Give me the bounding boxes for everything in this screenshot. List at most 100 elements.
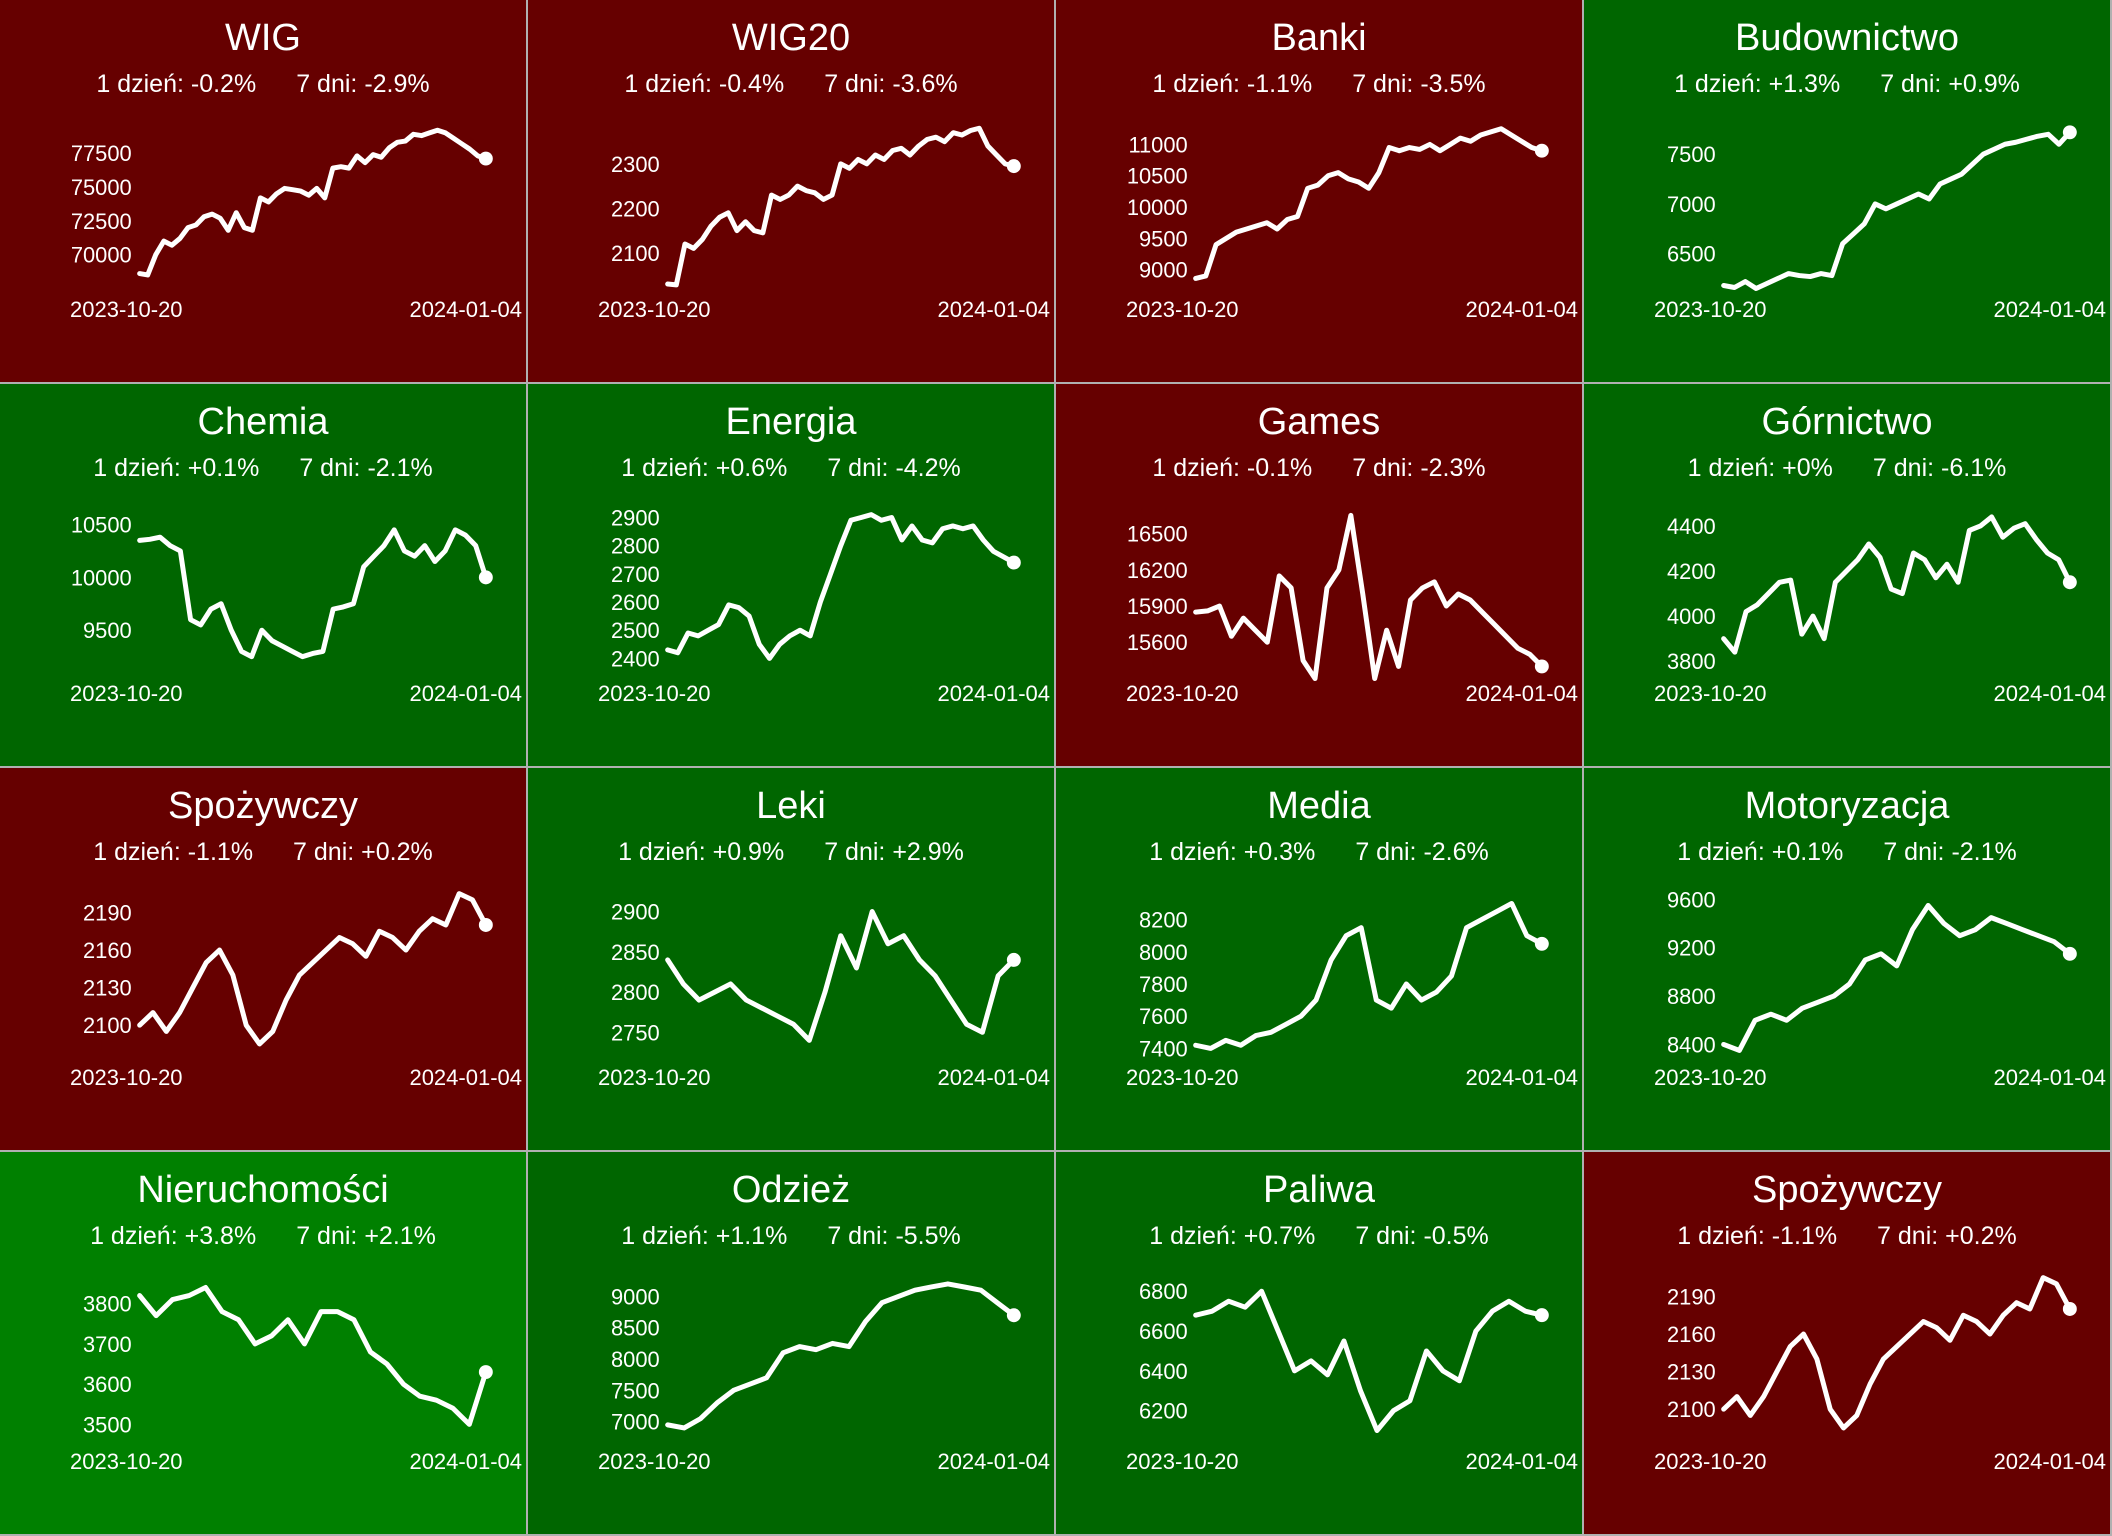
data-point xyxy=(1442,1370,1444,1372)
data-point xyxy=(221,1311,223,1313)
week-change-value: -2.1% xyxy=(1951,838,2017,866)
data-point xyxy=(445,924,447,926)
day-change-label: 1 dzień: xyxy=(1674,70,1762,98)
chart-panel: 3500 3600 3700 3800 Nieruchomości 1 dzień: +3… xyxy=(0,1152,528,1536)
data-point xyxy=(831,194,833,196)
week-change-value: -0.5% xyxy=(1423,1222,1489,1250)
data-point xyxy=(761,1007,763,1009)
data-point xyxy=(1256,225,1258,227)
chart-panel: 2750 2800 2850 2900 Leki 1 dzień: +0.9% 7 dni:… xyxy=(528,768,1056,1152)
data-point xyxy=(312,652,314,654)
data-point xyxy=(687,632,689,634)
data-point xyxy=(1195,277,1197,279)
data-point xyxy=(972,525,974,527)
data-point xyxy=(392,937,394,939)
data-point xyxy=(1240,1044,1242,1046)
data-point xyxy=(419,1395,421,1397)
x-start-label: 2023-10-20 xyxy=(70,1449,183,1474)
data-point xyxy=(738,607,740,609)
data-point xyxy=(799,629,801,631)
data-point xyxy=(1315,999,1317,1001)
data-point xyxy=(1398,150,1400,152)
data-point xyxy=(259,197,261,199)
x-start-label: 2023-10-20 xyxy=(1654,1449,1767,1474)
data-point xyxy=(1754,1019,1756,1021)
data-point xyxy=(799,1346,801,1348)
y-tick-label: 4400 xyxy=(1667,514,1716,539)
data-point xyxy=(1989,1333,1991,1335)
data-point xyxy=(219,217,221,219)
data-point xyxy=(1816,1358,1818,1360)
y-tick-label: 16200 xyxy=(1127,558,1188,583)
week-change-label: 7 dni: xyxy=(1352,454,1414,482)
data-point xyxy=(819,601,821,603)
data-point xyxy=(1195,1044,1197,1046)
x-end-label: 2024-01-04 xyxy=(937,1065,1050,1090)
change-stats: 1 dzień: -0.2% 7 dni: -2.9% xyxy=(0,68,526,100)
data-point xyxy=(445,132,447,134)
last-point xyxy=(2062,1302,2077,1316)
data-point xyxy=(996,1302,998,1304)
data-point xyxy=(766,1377,768,1379)
data-point xyxy=(1511,902,1513,904)
data-point xyxy=(1277,1330,1279,1332)
data-point xyxy=(332,608,334,610)
change-stats: 1 dzień: +0% 7 dni: -6.1% xyxy=(1584,452,2110,484)
data-point xyxy=(452,1407,454,1409)
data-point xyxy=(219,949,221,951)
data-point xyxy=(874,154,876,156)
x-start-label: 2023-10-20 xyxy=(1126,1065,1239,1090)
day-change-value: -1.1% xyxy=(1246,70,1313,98)
line-chart: 2750 2800 2850 2900 xyxy=(611,899,1021,1045)
data-point xyxy=(1991,516,1993,518)
data-point xyxy=(1405,983,1407,985)
data-point xyxy=(1723,1043,1725,1045)
data-point xyxy=(900,147,902,149)
y-tick-label: 2100 xyxy=(611,241,660,266)
data-point xyxy=(1733,286,1735,288)
data-point xyxy=(1408,147,1410,149)
data-point xyxy=(782,1352,784,1354)
week-change-label: 7 dni: xyxy=(827,454,889,482)
y-tick-label: 16500 xyxy=(1127,522,1188,547)
data-point xyxy=(1980,525,1981,527)
data-point xyxy=(1338,569,1340,571)
y-tick-label: 2850 xyxy=(611,940,660,965)
data-point xyxy=(1360,927,1362,929)
y-tick-label: 10500 xyxy=(71,512,132,537)
data-point xyxy=(1823,638,1825,640)
data-point xyxy=(891,517,893,518)
change-stats: 1 dzień: +0.6% 7 dni: -4.2% xyxy=(528,452,1054,484)
data-point xyxy=(281,645,283,647)
data-point xyxy=(1917,193,1919,195)
data-point xyxy=(909,154,911,156)
data-point xyxy=(855,967,857,969)
data-point xyxy=(1756,604,1758,606)
y-tick-label: 2160 xyxy=(1667,1322,1716,1347)
data-point xyxy=(1517,647,1519,649)
last-point xyxy=(2062,575,2077,590)
x-end-label: 2024-01-04 xyxy=(1465,1449,1578,1474)
data-point xyxy=(870,514,872,516)
day-change-value: +3.8% xyxy=(184,1222,257,1250)
data-point xyxy=(1421,587,1423,589)
chart-title: Banki xyxy=(1271,17,1367,59)
y-tick-label: 75000 xyxy=(71,175,132,200)
week-change-label: 7 dni: xyxy=(296,70,358,98)
data-point xyxy=(1466,927,1468,929)
data-point xyxy=(918,145,920,147)
data-point xyxy=(921,539,923,541)
day-change-label: 1 dzień: xyxy=(96,70,184,98)
data-point xyxy=(302,656,304,658)
x-start-label: 2023-10-20 xyxy=(70,297,183,322)
data-point xyxy=(771,194,772,196)
data-point xyxy=(1976,1321,1978,1323)
day-change-value: +0% xyxy=(1782,454,1833,482)
week-change-label: 7 dni: xyxy=(296,1222,358,1250)
data-point xyxy=(1235,231,1237,233)
data-point xyxy=(866,163,868,165)
data-point xyxy=(677,652,679,654)
week-change-label: 7 dni: xyxy=(1355,838,1417,866)
data-point xyxy=(2029,1308,2031,1310)
day-change-value: +0.6% xyxy=(715,454,788,482)
